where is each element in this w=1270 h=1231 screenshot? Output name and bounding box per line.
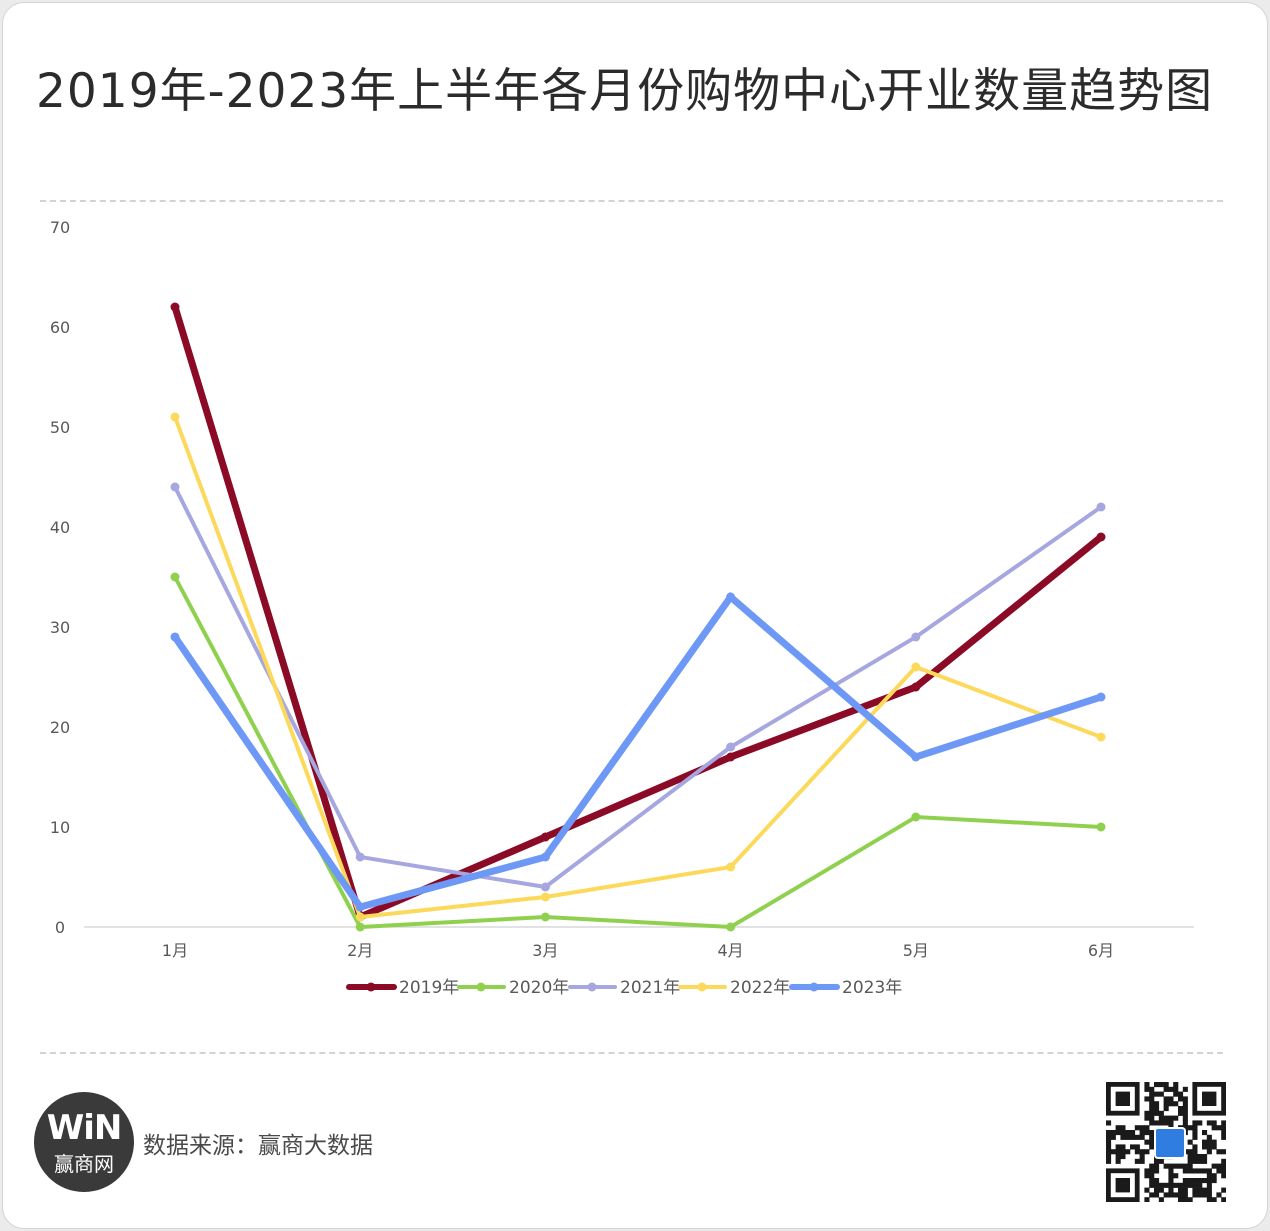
qr-center-logo-icon (1154, 1127, 1186, 1159)
data-source-note: 数据来源：赢商大数据 (143, 1133, 373, 1159)
data-point (355, 852, 365, 862)
x-tick-label: 3月 (532, 941, 558, 960)
y-tick-label: 20 (50, 718, 70, 737)
legend-swatch-marker (587, 982, 597, 992)
logo-mark: WiN (46, 1108, 123, 1148)
y-tick-label: 70 (50, 218, 70, 237)
data-point (1096, 532, 1106, 542)
y-tick-label: 60 (50, 318, 70, 337)
chart-title: 2019年-2023年上半年各月份购物中心开业数量趋势图 (36, 64, 1214, 119)
series-line-2021年 (173, 485, 1103, 890)
legend-swatch-marker (366, 982, 376, 992)
x-tick-label: 5月 (903, 941, 929, 960)
legend-label: 2019年 (399, 978, 459, 998)
y-tick-label: 50 (50, 418, 70, 437)
data-point (1096, 692, 1106, 702)
series-line-2020年 (173, 575, 1103, 930)
legend-swatch-marker (476, 982, 486, 992)
data-point (170, 632, 180, 642)
series-line-2023年 (171, 591, 1105, 912)
data-point (540, 882, 550, 892)
data-point (726, 862, 736, 872)
data-point (540, 892, 550, 902)
legend-label: 2020年 (509, 978, 569, 998)
top-divider (40, 200, 1223, 202)
legend-label: 2022年 (730, 978, 790, 998)
y-tick-label: 40 (50, 518, 70, 537)
data-point (1096, 822, 1106, 832)
data-point (911, 682, 921, 692)
x-tick-label: 2月 (347, 941, 373, 960)
data-point (355, 912, 365, 922)
winshang-logo: WiN 赢商网 (34, 1092, 134, 1192)
legend-label: 2023年 (842, 978, 902, 998)
data-point (170, 412, 180, 422)
data-point (726, 752, 736, 762)
x-tick-label: 1月 (162, 941, 188, 960)
data-point (911, 812, 921, 822)
data-point (540, 852, 550, 862)
x-tick-label: 4月 (718, 941, 744, 960)
y-tick-label: 10 (50, 818, 70, 837)
data-point (911, 662, 921, 672)
data-point (911, 632, 921, 642)
logo-name: 赢商网 (54, 1152, 114, 1176)
series-line-2019年 (171, 303, 1105, 922)
data-point (1096, 502, 1106, 512)
data-point (726, 922, 736, 932)
data-point (540, 832, 550, 842)
data-point (355, 902, 365, 912)
series-line-2022年 (173, 415, 1103, 920)
data-point (170, 302, 180, 312)
bottom-divider (40, 1052, 1223, 1054)
data-point (170, 572, 180, 582)
x-tick-label: 6月 (1088, 941, 1114, 960)
legend-swatch-marker (809, 982, 819, 992)
data-point (540, 912, 550, 922)
y-tick-label: 30 (50, 618, 70, 637)
data-point (726, 742, 736, 752)
data-point (1096, 732, 1106, 742)
data-point (355, 922, 365, 932)
data-point (726, 592, 736, 602)
legend-swatch-marker (697, 982, 707, 992)
data-point (911, 752, 921, 762)
data-point (170, 482, 180, 492)
y-tick-label: 0 (55, 918, 65, 937)
legend-label: 2021年 (620, 978, 680, 998)
